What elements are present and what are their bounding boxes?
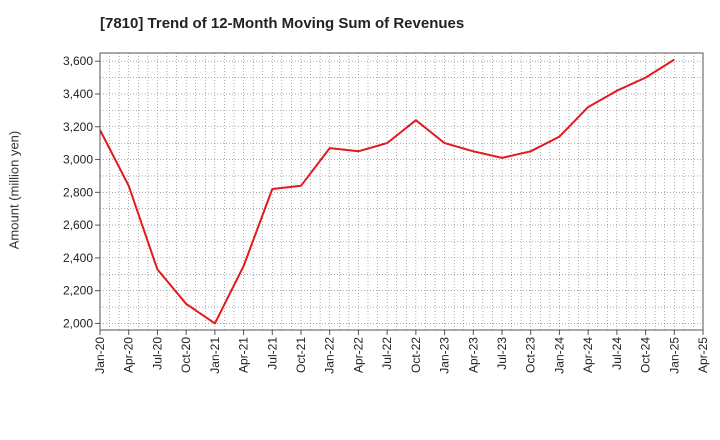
x-tick-label: Jul-21 <box>265 337 279 370</box>
x-tick-label: Apr-20 <box>122 337 136 373</box>
x-tick-label: Jul-20 <box>150 337 164 370</box>
x-tick-label: Apr-23 <box>466 337 480 373</box>
x-tick-label: Apr-25 <box>696 337 710 373</box>
x-tick-label: Apr-22 <box>351 337 365 373</box>
y-tick-label: 2,600 <box>63 218 93 232</box>
y-tick-label: 2,000 <box>63 316 93 330</box>
x-tick-label: Jan-20 <box>93 337 107 374</box>
y-axis-ticks: 2,000 2,200 2,400 2,600 2,800 3,000 3,200 3,400… <box>63 54 100 330</box>
x-axis-ticks: Jan-20 Apr-20 Jul-20 Oct-20 Jan-21 Apr-21 Jul-… <box>93 330 710 374</box>
series-line <box>99 58 675 325</box>
x-tick-label: Jan-25 <box>667 337 681 374</box>
y-tick-label: 3,200 <box>63 120 93 134</box>
y-tick-label: 2,200 <box>63 284 93 298</box>
x-tick-label: Jan-22 <box>323 337 337 374</box>
chart-title: [7810] Trend of 12-Month Moving Sum of R… <box>100 15 465 32</box>
x-tick-label: Jan-23 <box>438 337 452 374</box>
y-tick-label: 2,400 <box>63 251 93 265</box>
x-tick-label: Apr-24 <box>581 337 595 373</box>
x-tick-label: Oct-22 <box>409 337 423 373</box>
x-tick-label: Oct-23 <box>524 337 538 373</box>
x-tick-label: Oct-24 <box>639 337 653 373</box>
x-tick-label: Jul-22 <box>380 337 394 370</box>
plot-frame <box>99 52 704 331</box>
y-tick-label: 3,600 <box>63 54 93 68</box>
x-tick-label: Jul-24 <box>610 337 624 370</box>
y-tick-label: 3,000 <box>63 153 93 167</box>
y-tick-label: 2,800 <box>63 185 93 199</box>
x-tick-label: Jan-24 <box>552 337 566 374</box>
grid-lines <box>100 53 703 330</box>
y-tick-label: 3,400 <box>63 87 93 101</box>
x-tick-label: Apr-21 <box>237 337 251 373</box>
x-tick-label: Jan-21 <box>208 337 222 374</box>
x-tick-label: Oct-21 <box>294 337 308 373</box>
series-layer <box>99 58 675 325</box>
x-tick-label: Jul-23 <box>495 337 509 370</box>
x-tick-label: Oct-20 <box>179 337 193 373</box>
